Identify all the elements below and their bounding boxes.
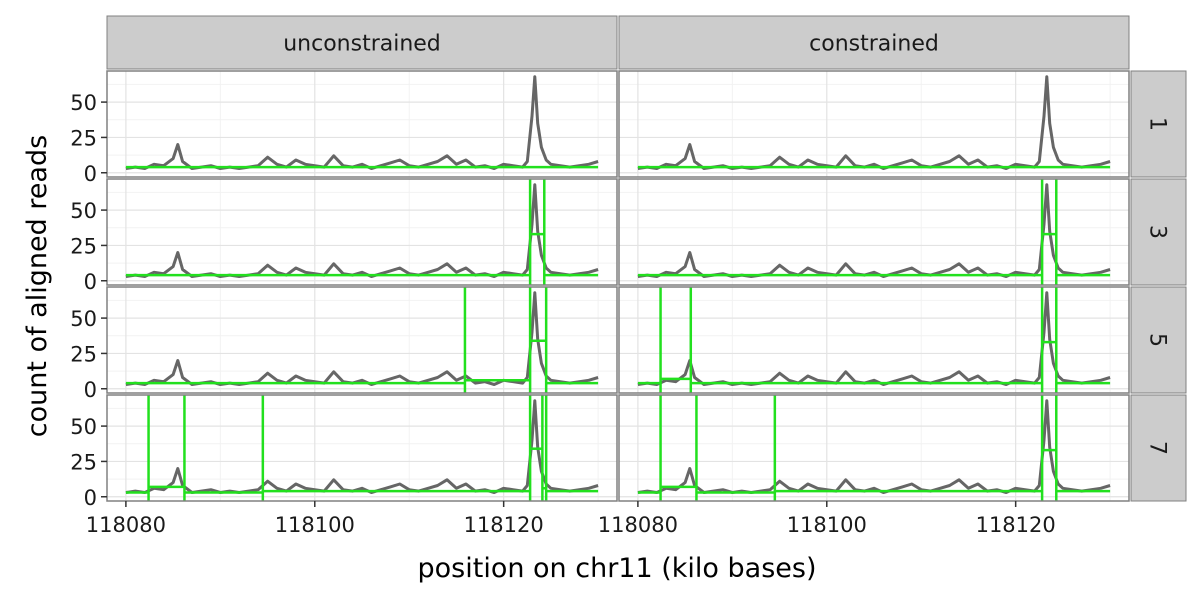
row-strip-1 (1130, 70, 1187, 178)
y-tick-label: 50 (70, 415, 97, 439)
x-tick-label: 118120 (976, 513, 1056, 537)
facet-strip-label: unconstrained (283, 32, 441, 57)
row-strip-label: 7 (1145, 441, 1170, 455)
x-axis-title: position on chr11 (kilo bases) (418, 553, 817, 584)
panel-border (106, 178, 618, 286)
panel-unconstrained-1 (106, 70, 618, 178)
panel-border (618, 286, 1130, 394)
y-tick-label: 0 (84, 486, 97, 510)
facet-strip-label: constrained (809, 32, 939, 57)
panel-border (106, 394, 618, 502)
panel-constrained-1 (618, 70, 1130, 178)
panel-constrained-7 (618, 394, 1130, 502)
panel-border (618, 394, 1130, 502)
panel-unconstrained-5 (106, 286, 618, 394)
panel-unconstrained-7 (106, 394, 618, 502)
y-tick-label: 50 (70, 307, 97, 331)
x-tick-label: 118080 (86, 513, 166, 537)
y-tick-label: 25 (70, 126, 97, 150)
y-tick-label: 50 (70, 91, 97, 115)
y-axis-title: count of aligned reads (22, 135, 53, 437)
y-tick-label: 25 (70, 234, 97, 258)
y-tick-label: 0 (84, 162, 97, 186)
panel-constrained-3 (618, 178, 1130, 286)
panel-border (618, 178, 1130, 286)
facet-strip-constrained (618, 15, 1130, 70)
y-tick-label: 0 (84, 378, 97, 402)
row-strip-3 (1130, 178, 1187, 286)
panel-constrained-5 (618, 286, 1130, 394)
x-tick-label: 118100 (275, 513, 355, 537)
panel-unconstrained-3 (106, 178, 618, 286)
facet-strip-unconstrained (106, 15, 618, 70)
row-strip-label: 3 (1145, 225, 1170, 239)
row-strip-5 (1130, 286, 1187, 394)
x-tick-label: 118120 (464, 513, 544, 537)
panel-border (106, 70, 618, 178)
y-tick-label: 50 (70, 199, 97, 223)
y-tick-label: 25 (70, 450, 97, 474)
row-strip-label: 1 (1145, 117, 1170, 131)
row-strip-7 (1130, 394, 1187, 502)
y-tick-label: 0 (84, 270, 97, 294)
x-tick-label: 118080 (598, 513, 678, 537)
y-tick-label: 25 (70, 342, 97, 366)
x-tick-label: 118100 (787, 513, 867, 537)
row-strip-label: 5 (1145, 333, 1170, 347)
panel-border (618, 70, 1130, 178)
panel-border (106, 286, 618, 394)
